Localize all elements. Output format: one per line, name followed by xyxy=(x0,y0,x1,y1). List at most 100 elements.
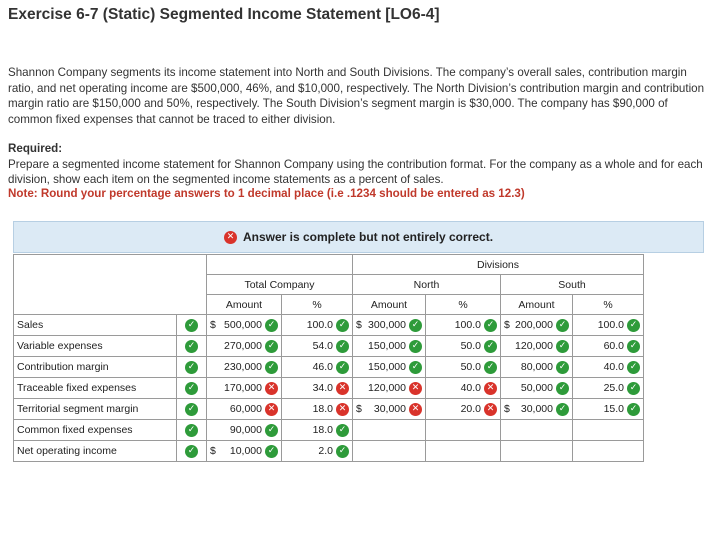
south-amount-cell[interactable]: $200,000 ✓ xyxy=(500,314,573,336)
check-icon: ✓ xyxy=(336,360,349,374)
south-percent-cell-value: 100.0 xyxy=(597,319,624,331)
total-percent-cell[interactable]: 46.0 ✓ xyxy=(281,356,353,378)
south-amount-cell[interactable]: 50,000 ✓ xyxy=(500,377,573,399)
total-amount-cell[interactable]: 270,000 ✓ xyxy=(206,335,282,357)
x-icon: ✕ xyxy=(336,381,349,395)
answer-status-banner: ✕ Answer is complete but not entirely co… xyxy=(13,221,704,253)
total-percent-cell[interactable]: 34.0 ✕ xyxy=(281,377,353,399)
check-icon: ✓ xyxy=(556,339,569,353)
total-amount-cell-value: 10,000 xyxy=(229,445,262,457)
check-icon: ✓ xyxy=(627,402,640,416)
table-row: Territorial segment margin ✓ 60,000 ✕ 18.0 ✕ $… xyxy=(13,398,644,420)
total-company-header: Total Company xyxy=(206,274,353,295)
total-amount-cell[interactable]: 60,000 ✕ xyxy=(206,398,282,420)
x-icon: ✕ xyxy=(484,402,497,416)
x-icon: ✕ xyxy=(223,230,237,244)
south-amount-cell xyxy=(500,419,573,441)
south-percent-cell[interactable]: 15.0 ✓ xyxy=(572,398,644,420)
check-icon: ✓ xyxy=(185,360,198,374)
check-icon: ✓ xyxy=(409,318,422,332)
check-icon: ✓ xyxy=(627,360,640,374)
north-percent-cell[interactable]: 100.0 ✓ xyxy=(425,314,501,336)
check-icon: ✓ xyxy=(265,360,278,374)
north-percent-cell[interactable]: 20.0 ✕ xyxy=(425,398,501,420)
check-icon: ✓ xyxy=(556,318,569,332)
header-spacer-3 xyxy=(13,274,207,295)
south-percent-cell[interactable]: 40.0 ✓ xyxy=(572,356,644,378)
north-amount-cell[interactable]: $300,000 ✓ xyxy=(352,314,426,336)
check-icon: ✓ xyxy=(556,402,569,416)
label-status: ✓ xyxy=(176,398,207,420)
south-amount-cell[interactable]: $30,000 ✓ xyxy=(500,398,573,420)
south-percent-cell[interactable]: 100.0 ✓ xyxy=(572,314,644,336)
north-amount-cell[interactable]: 150,000 ✓ xyxy=(352,356,426,378)
total-amount-cell[interactable]: 170,000 ✕ xyxy=(206,377,282,399)
total-amount-cell[interactable]: 230,000 ✓ xyxy=(206,356,282,378)
x-icon: ✕ xyxy=(336,402,349,416)
row-label: Territorial segment margin xyxy=(13,398,177,420)
total-amount-cell-value: 270,000 xyxy=(224,340,262,352)
total-amount-cell-value: 90,000 xyxy=(229,424,262,436)
north-percent-cell xyxy=(425,440,501,462)
north-amount-cell xyxy=(352,419,426,441)
south-percent-cell xyxy=(572,419,644,441)
check-icon: ✓ xyxy=(185,402,198,416)
north-percent-cell-value: 50.0 xyxy=(460,361,481,373)
south-amount-cell[interactable]: 80,000 ✓ xyxy=(500,356,573,378)
amount-header: Amount xyxy=(500,294,573,315)
percent-header: % xyxy=(572,294,644,315)
total-percent-cell[interactable]: 54.0 ✓ xyxy=(281,335,353,357)
total-percent-cell[interactable]: 18.0 ✕ xyxy=(281,398,353,420)
south-percent-cell[interactable]: 25.0 ✓ xyxy=(572,377,644,399)
total-percent-cell-value: 46.0 xyxy=(312,361,333,373)
south-amount-cell[interactable]: 120,000 ✓ xyxy=(500,335,573,357)
total-amount-cell[interactable]: 90,000 ✓ xyxy=(206,419,282,441)
total-amount-cell-value: 500,000 xyxy=(224,319,262,331)
north-amount-cell[interactable]: 150,000 ✓ xyxy=(352,335,426,357)
label-status: ✓ xyxy=(176,440,207,462)
segmented-income-table: Divisions Total Company North South Amou… xyxy=(13,254,644,462)
x-icon: ✕ xyxy=(265,381,278,395)
total-percent-cell-value: 18.0 xyxy=(312,403,333,415)
south-amount-cell-value: 80,000 xyxy=(520,361,553,373)
total-percent-cell[interactable]: 2.0 ✓ xyxy=(281,440,353,462)
north-percent-cell[interactable]: 40.0 ✕ xyxy=(425,377,501,399)
row-label: Traceable fixed expenses xyxy=(13,377,177,399)
check-icon: ✓ xyxy=(336,444,349,458)
dollar-sign: $ xyxy=(356,319,362,331)
check-icon: ✓ xyxy=(556,360,569,374)
north-percent-cell[interactable]: 50.0 ✓ xyxy=(425,335,501,357)
total-percent-cell-value: 18.0 xyxy=(312,424,333,436)
label-status: ✓ xyxy=(176,335,207,357)
total-percent-cell[interactable]: 100.0 ✓ xyxy=(281,314,353,336)
dollar-sign: $ xyxy=(210,445,216,457)
north-amount-cell[interactable]: $30,000 ✕ xyxy=(352,398,426,420)
total-amount-cell-value: 230,000 xyxy=(224,361,262,373)
north-percent-cell-value: 100.0 xyxy=(454,319,481,331)
north-amount-cell-value: 300,000 xyxy=(368,319,406,331)
dollar-sign: $ xyxy=(504,319,510,331)
header-spacer-2 xyxy=(206,254,353,275)
check-icon: ✓ xyxy=(265,423,278,437)
south-percent-cell[interactable]: 60.0 ✓ xyxy=(572,335,644,357)
north-percent-cell[interactable]: 50.0 ✓ xyxy=(425,356,501,378)
total-amount-cell[interactable]: $10,000 ✓ xyxy=(206,440,282,462)
north-amount-cell[interactable]: 120,000 ✕ xyxy=(352,377,426,399)
label-status: ✓ xyxy=(176,419,207,441)
header-spacer-4 xyxy=(13,294,207,315)
total-percent-cell[interactable]: 18.0 ✓ xyxy=(281,419,353,441)
total-amount-cell[interactable]: $500,000 ✓ xyxy=(206,314,282,336)
percent-header: % xyxy=(281,294,353,315)
north-amount-cell-value: 30,000 xyxy=(373,403,406,415)
answer-status-text: Answer is complete but not entirely corr… xyxy=(242,230,494,244)
problem-description: Shannon Company segments its income stat… xyxy=(8,66,705,126)
north-percent-cell-value: 40.0 xyxy=(460,382,481,394)
table-row: Sales ✓ $500,000 ✓ 100.0 ✓ $300,000 ✓ 100.0 ✓ $200… xyxy=(13,314,644,336)
total-percent-cell-value: 100.0 xyxy=(306,319,333,331)
header-spacer xyxy=(13,254,207,275)
south-percent-cell xyxy=(572,440,644,462)
table-row: Common fixed expenses ✓ 90,000 ✓ 18.0 ✓ xyxy=(13,419,644,441)
check-icon: ✓ xyxy=(185,423,198,437)
total-amount-cell-value: 170,000 xyxy=(224,382,262,394)
total-percent-cell-value: 54.0 xyxy=(312,340,333,352)
